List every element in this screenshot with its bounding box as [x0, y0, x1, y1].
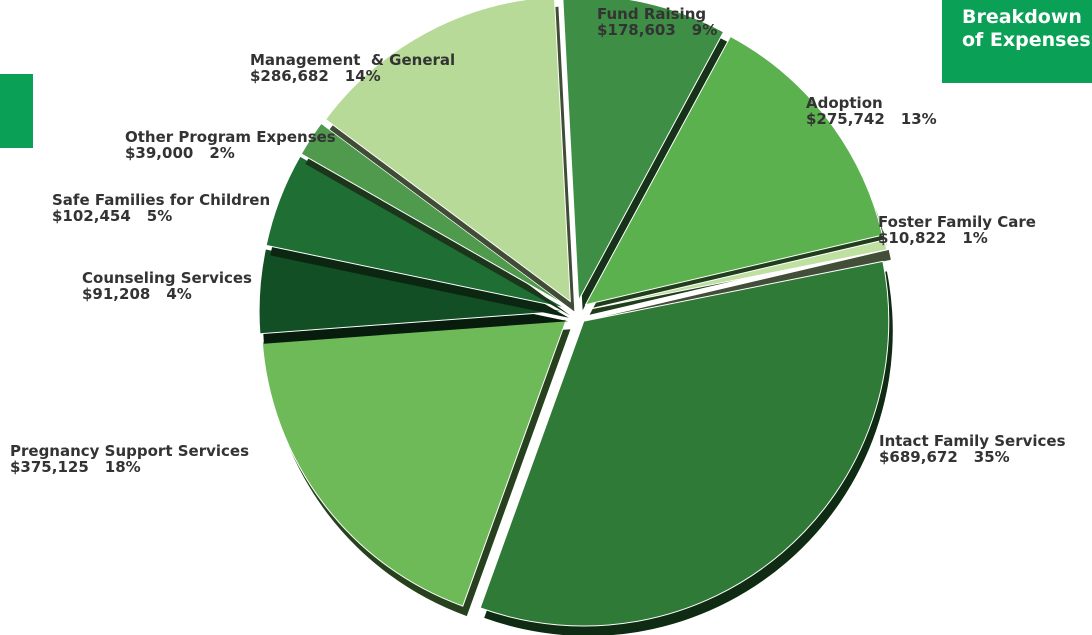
pie-slice-intact-family-services — [479, 260, 890, 627]
pie-slice-pregnancy-support-services — [261, 318, 568, 607]
label-intact-family-services: Intact Family Services $689,672 35% — [879, 433, 1066, 465]
label-adoption: Adoption $275,742 13% — [806, 95, 937, 127]
slice-label-name: Adoption — [806, 94, 883, 112]
slice-label-percent: 13% — [900, 110, 937, 128]
chart-title: Breakdown of Expenses — [942, 0, 1092, 83]
slice-label-name: Foster Family Care — [878, 213, 1036, 231]
pie-slice-foster-family-care — [587, 239, 888, 310]
slice-label-value: $286,682 — [250, 67, 329, 85]
label-fund-raising: Fund Raising $178,603 9% — [597, 6, 717, 38]
slice-label-value: $375,125 — [10, 458, 89, 476]
pie-slice-safe-families-for-children — [265, 155, 566, 309]
slice-label-value: $39,000 — [125, 144, 194, 162]
slice-label-percent: 35% — [973, 448, 1010, 466]
slice-label-percent: 4% — [166, 285, 192, 303]
slice-label-value: $178,603 — [597, 21, 676, 39]
slice-label-percent: 2% — [209, 144, 235, 162]
slice-label-name: Safe Families for Children — [52, 191, 271, 209]
label-management-and-general: Management & General $286,682 14% — [250, 52, 455, 84]
pie-slice-management-and-general — [324, 0, 571, 303]
pie-slice-counseling-services — [258, 248, 565, 335]
pie-slice-adoption — [584, 35, 884, 306]
slice-label-percent: 9% — [691, 21, 718, 39]
pie-slice-shadow-foster-family-care — [591, 249, 891, 320]
slice-label-name: Counseling Services — [82, 269, 252, 287]
slice-label-value: $91,208 — [82, 285, 151, 303]
slice-label-name: Other Program Expenses — [125, 128, 336, 146]
slice-label-value: $275,742 — [806, 110, 885, 128]
slice-label-name: Pregnancy Support Services — [10, 442, 250, 460]
pie-slices — [258, 0, 893, 635]
slice-label-name: Fund Raising — [597, 5, 707, 23]
slice-label-value: $10,822 — [878, 229, 947, 247]
pie-slice-fund-raising — [562, 0, 725, 303]
left-accent-tab — [0, 74, 33, 148]
title-line-2: of Expenses — [962, 29, 1091, 51]
label-foster-family-care: Foster Family Care $10,822 1% — [878, 214, 1036, 246]
label-pregnancy-support-services: Pregnancy Support Services $375,125 18% — [10, 443, 249, 475]
pie-slice-other-program-expenses — [300, 122, 567, 306]
slice-label-name: Management & General — [250, 51, 456, 69]
title-line-1: Breakdown — [962, 6, 1082, 28]
slice-label-value: $102,454 — [52, 207, 131, 225]
label-counseling-services: Counseling Services $91,208 4% — [82, 270, 252, 302]
slice-label-percent: 18% — [104, 458, 141, 476]
slice-label-percent: 5% — [146, 207, 173, 225]
slice-label-name: Intact Family Services — [879, 432, 1066, 450]
slice-label-value: $689,672 — [879, 448, 958, 466]
slice-label-percent: 14% — [344, 67, 381, 85]
slice-label-percent: 1% — [962, 229, 988, 247]
label-safe-families-for-children: Safe Families for Children $102,454 5% — [52, 192, 270, 224]
label-other-program-expenses: Other Program Expenses $39,000 2% — [125, 129, 336, 161]
